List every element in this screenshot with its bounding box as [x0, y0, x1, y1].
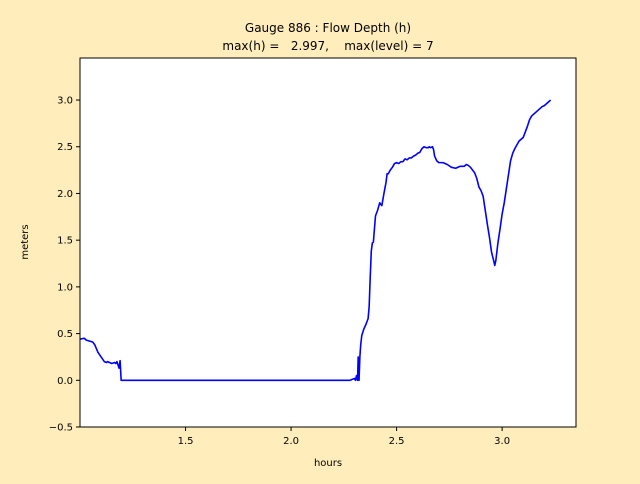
- y-axis-ticks: −0.5 0.0 0.5 1.0 1.5 2.0 2.5 3.0: [49, 96, 80, 434]
- y-tick-label: 2.5: [57, 142, 73, 153]
- y-tick-label: −0.5: [49, 423, 73, 434]
- series-layer: [79, 99, 552, 382]
- x-tick-label: 3.0: [494, 436, 510, 447]
- x-axis-label: hours: [314, 458, 342, 469]
- y-axis-label: meters: [20, 224, 31, 259]
- axes-frame: [79, 57, 577, 428]
- y-tick-label: 0.0: [57, 376, 73, 387]
- y-tick-label: 1.5: [57, 236, 73, 247]
- series-line-1: [79, 99, 552, 382]
- y-tick-label: 2.0: [57, 189, 73, 200]
- plot-area: [80, 58, 576, 427]
- x-tick-label: 1.5: [178, 436, 194, 447]
- chart-title-line-1: Gauge 886 : Flow Depth (h): [245, 21, 411, 35]
- x-axis-ticks: 1.5 2.0 2.5 3.0: [178, 427, 510, 447]
- y-tick-label: 1.0: [57, 282, 73, 293]
- x-tick-label: 2.5: [389, 436, 405, 447]
- chart-title-line-2: max(h) = 2.997, max(level) = 7: [222, 39, 433, 53]
- y-tick-label: 0.5: [57, 329, 73, 340]
- x-tick-label: 2.0: [283, 436, 299, 447]
- y-tick-label: 3.0: [57, 96, 73, 107]
